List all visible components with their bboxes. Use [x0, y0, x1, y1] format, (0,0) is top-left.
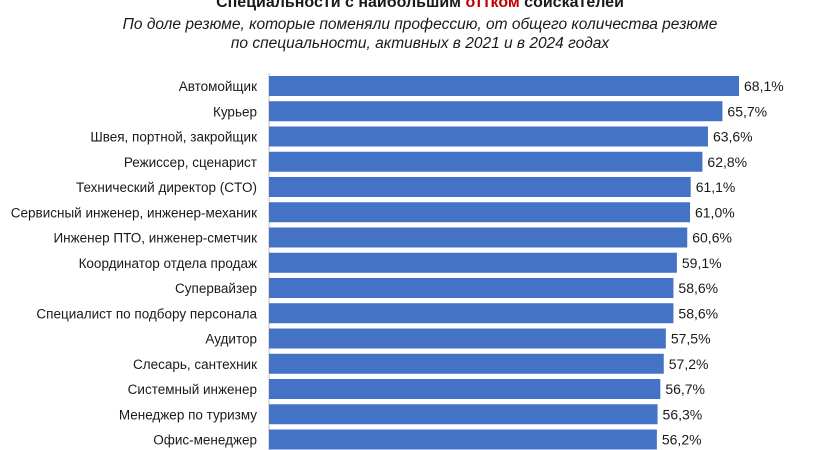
- bar: [269, 151, 703, 172]
- data-label: 61,1%: [696, 179, 736, 195]
- category-label: Координатор отдела продаж: [79, 256, 257, 271]
- data-label: 62,8%: [707, 154, 747, 170]
- data-label: 60,6%: [692, 230, 732, 246]
- data-label: 68,1%: [744, 78, 784, 94]
- bar: [269, 353, 664, 374]
- category-label: Супервайзер: [175, 281, 257, 296]
- chart-title: Специальности с наибольшим оттком соиска…: [0, 0, 840, 12]
- data-label: 57,2%: [669, 356, 709, 372]
- data-label: 57,5%: [671, 331, 711, 347]
- data-label: 56,7%: [665, 381, 705, 397]
- category-label: Офис-менеджер: [153, 433, 257, 448]
- title-highlight: оттком: [465, 0, 520, 11]
- category-label: Специалист по подбору персонала: [36, 306, 257, 321]
- bar: [269, 202, 690, 223]
- subtitle-line-1: По доле резюме, которые поменяли професс…: [122, 16, 718, 33]
- data-label: 63,6%: [713, 129, 753, 145]
- category-label: Курьер: [213, 104, 257, 119]
- category-label: Менеджер по туризму: [119, 407, 257, 422]
- data-label: 56,3%: [663, 406, 703, 422]
- category-label: Режиссер, сценарист: [124, 155, 257, 170]
- data-label: 59,1%: [682, 255, 722, 271]
- data-label: 58,6%: [678, 305, 718, 321]
- category-label: Автомойщик: [179, 79, 257, 94]
- category-label: Аудитор: [205, 332, 257, 347]
- title-text-before: Специальности с наибольшим: [216, 0, 466, 11]
- bar: [269, 328, 666, 349]
- bar: [269, 379, 661, 399]
- bar: [269, 76, 739, 96]
- category-label: Сервисный инженер, инженер-механик: [11, 205, 257, 220]
- data-label: 58,6%: [678, 280, 718, 296]
- subtitle-line-2: по специальности, активных в 2021 и в 20…: [230, 35, 610, 52]
- category-label: Слесарь, сантехник: [133, 357, 257, 372]
- bar: [269, 278, 674, 298]
- title-text-after: соискателей: [519, 0, 624, 11]
- category-label: Швея, портной, закройщик: [90, 130, 257, 145]
- bar: [269, 101, 723, 122]
- category-label: Технический директор (CTO): [76, 180, 257, 195]
- category-label: Системный инженер: [128, 382, 257, 397]
- data-label: 65,7%: [727, 103, 767, 119]
- data-label: 61,0%: [695, 204, 735, 220]
- bar: [269, 404, 658, 425]
- bar: [269, 177, 691, 197]
- chart-subtitle: По доле резюме, которые поменяли професс…: [60, 15, 780, 53]
- bar: [269, 227, 688, 248]
- bar: [269, 429, 657, 450]
- bar: [269, 126, 708, 147]
- bar: [269, 252, 677, 273]
- bar: [269, 303, 674, 324]
- category-label: Инженер ПТО, инженер-сметчик: [53, 231, 257, 246]
- data-label: 56,2%: [662, 432, 702, 448]
